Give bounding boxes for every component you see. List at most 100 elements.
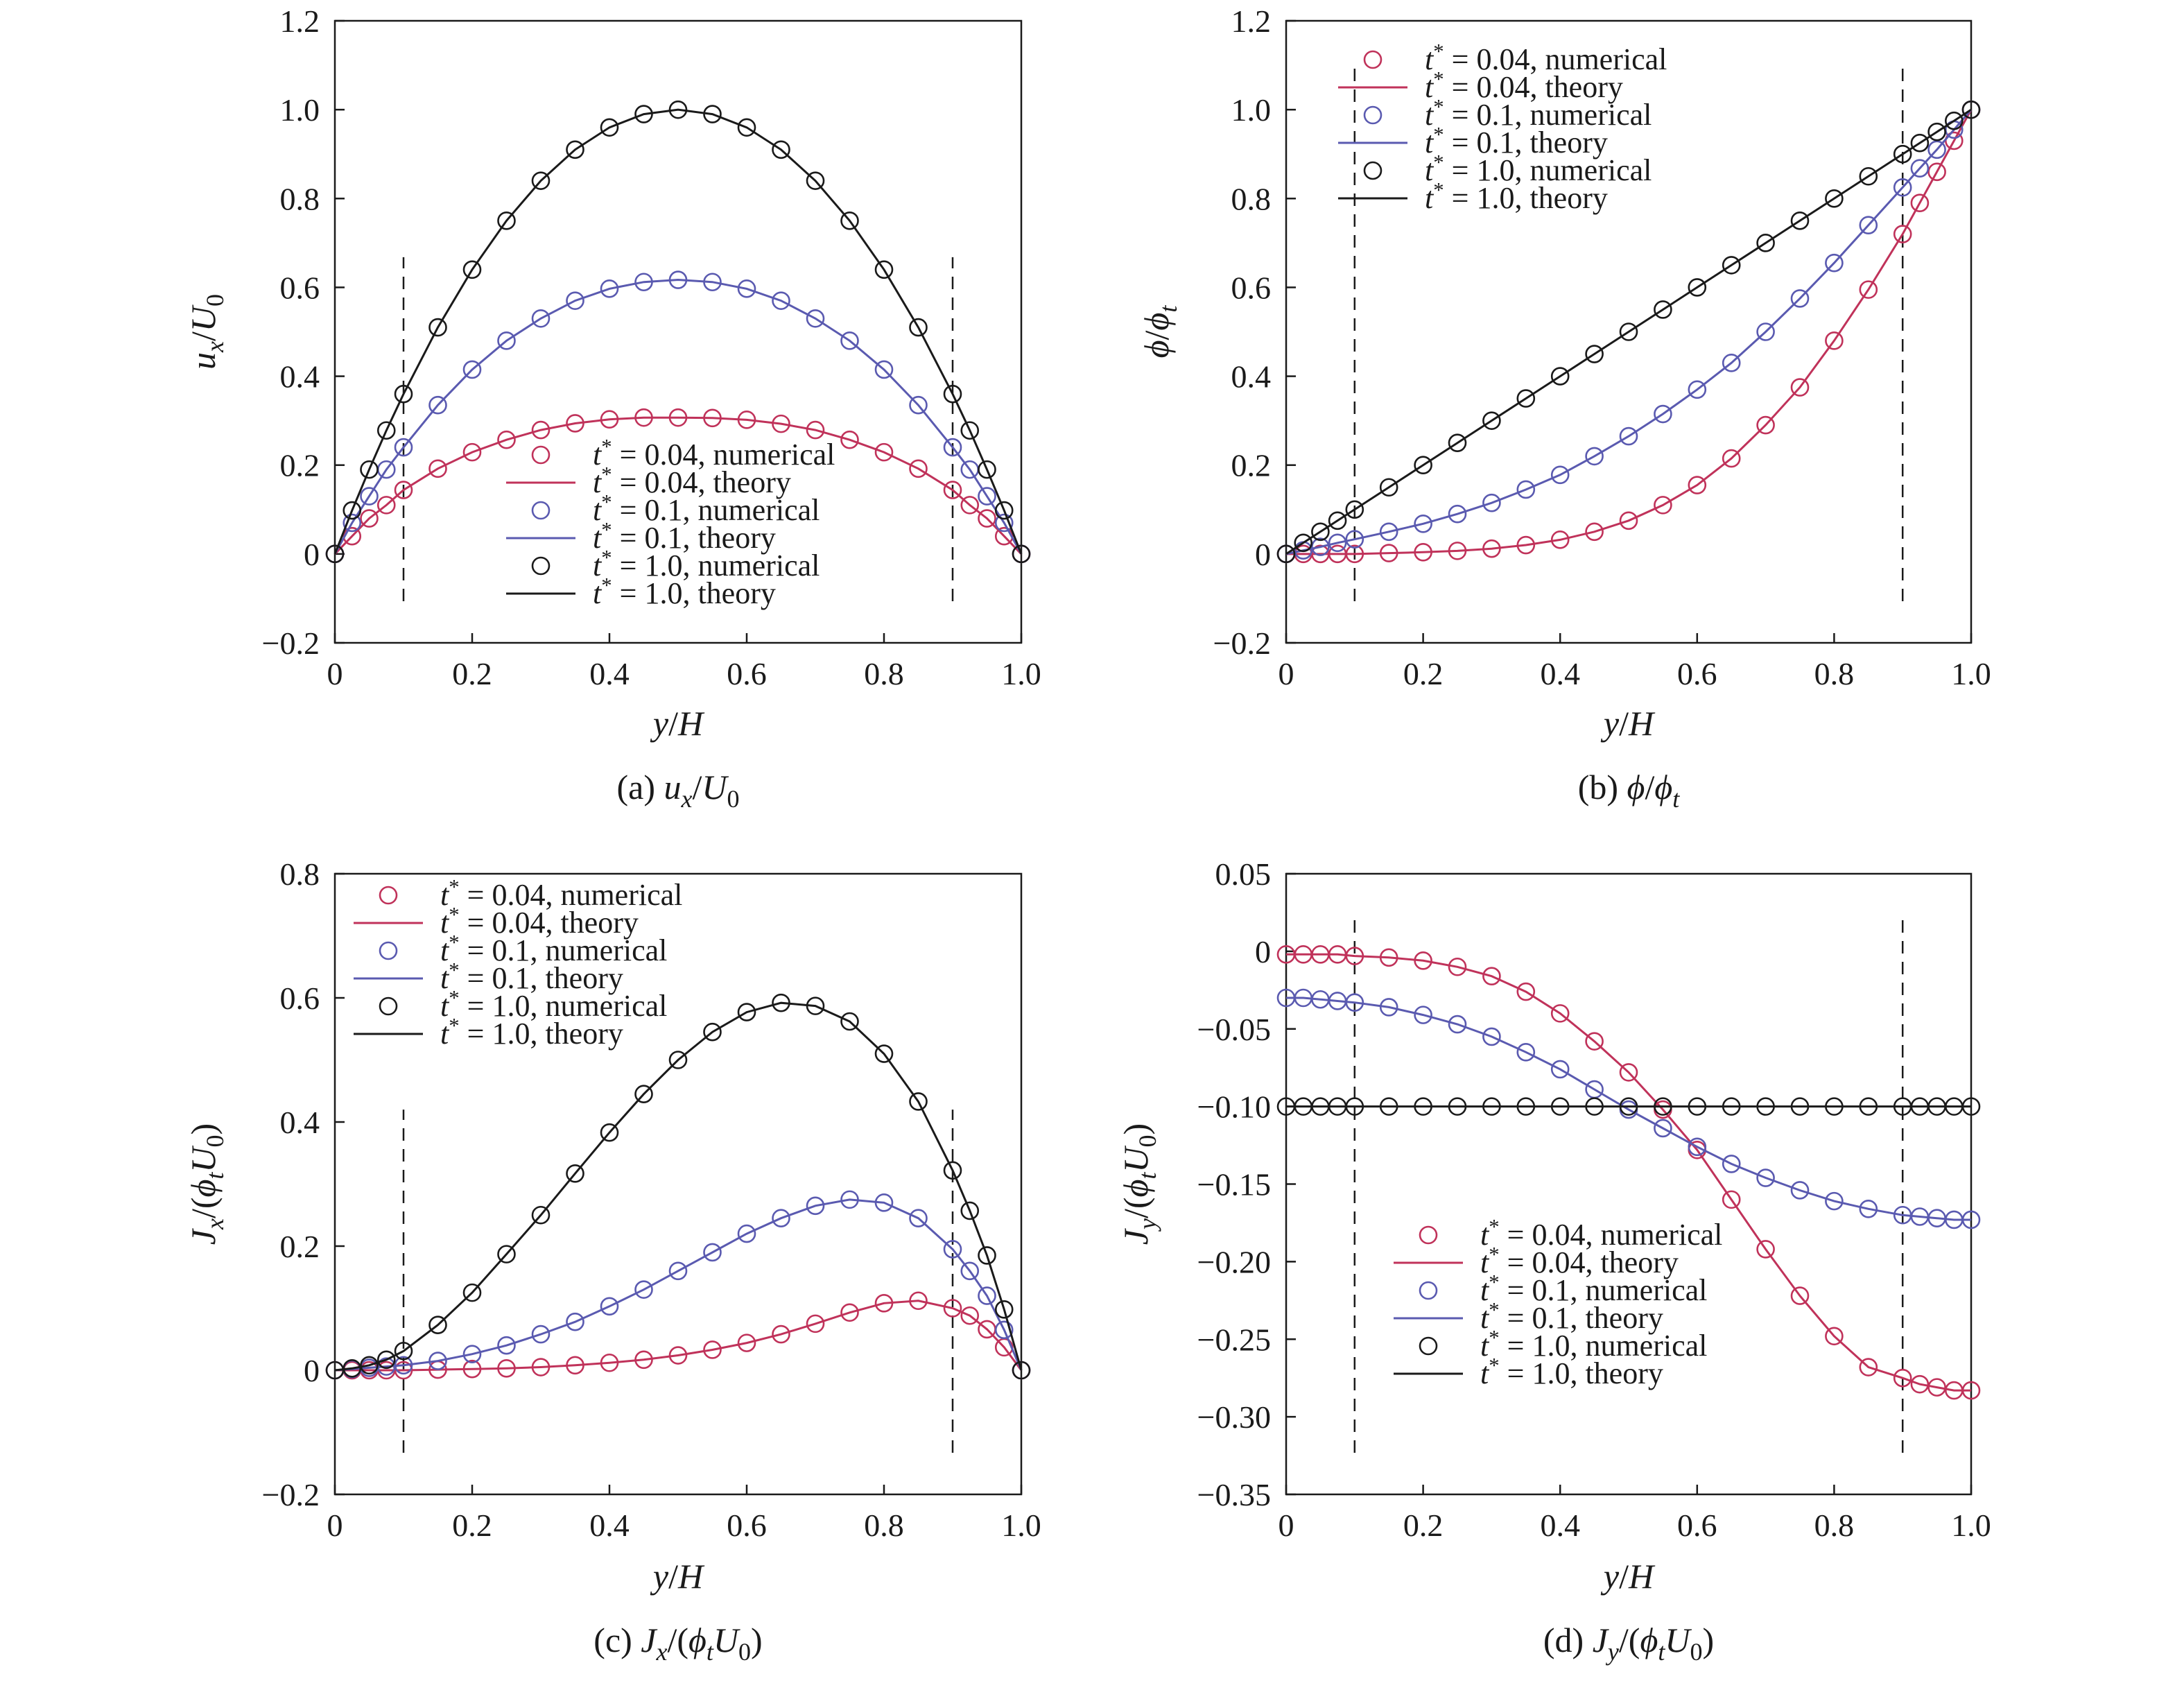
legend-label-part: * — [1433, 40, 1444, 63]
data-point-t01 — [1345, 530, 1364, 549]
data-point-t10 — [1619, 1097, 1638, 1116]
data-point-t10 — [600, 1123, 619, 1142]
data-point-t10 — [1619, 322, 1638, 341]
legend-label: t* = 0.04, numerical — [1425, 40, 1667, 76]
data-point-t01 — [1516, 480, 1536, 499]
legend-label-part: t — [593, 438, 603, 472]
data-point-t01 — [1448, 504, 1467, 524]
data-point-t10 — [943, 1161, 962, 1180]
data-point-t01 — [428, 1352, 447, 1370]
data-point-t10 — [1311, 522, 1330, 542]
panel-caption-part: (b) — [1578, 768, 1627, 806]
data-point-t004 — [737, 411, 756, 429]
data-point-t10 — [1294, 533, 1312, 553]
y-tick-label: 0.8 — [1231, 181, 1272, 216]
data-point-t004 — [909, 1291, 928, 1311]
panel-caption-part: ϕ — [688, 1621, 707, 1659]
data-point-t004 — [1379, 948, 1398, 967]
legend-label: t* = 1.0, numerical — [1480, 1326, 1707, 1363]
legend-label-part: * — [449, 903, 459, 926]
x-tick-label: 0.6 — [727, 656, 767, 691]
data-point-t01 — [1654, 1119, 1672, 1138]
legend-label-part: * — [449, 958, 459, 982]
data-point-t01 — [737, 1224, 756, 1243]
data-point-t004 — [1585, 1032, 1604, 1051]
legend-label-part: = 0.1, numerical — [612, 493, 820, 527]
data-point-t10 — [703, 105, 722, 123]
x-axis-label: y/H — [1600, 704, 1656, 743]
y-axis-label: Jy/(ϕtU0) — [1116, 1123, 1161, 1245]
y-tick-label: 0.4 — [280, 1105, 320, 1140]
panel-caption-part: (d) — [1543, 1621, 1593, 1659]
legend-label-part: t — [440, 989, 450, 1023]
data-point-t01 — [1311, 537, 1330, 556]
x-axis-label: y/H — [650, 704, 705, 743]
legend-label: t* = 0.04, numerical — [593, 435, 835, 472]
legend-label-part: t — [1480, 1356, 1490, 1390]
legend-label-part: t — [440, 933, 450, 967]
data-point-t10 — [668, 100, 688, 119]
legend-label-part: = 0.04, theory — [460, 906, 639, 940]
data-point-t004 — [1722, 1190, 1741, 1209]
data-point-t10 — [668, 1051, 688, 1069]
data-point-t10 — [978, 460, 996, 479]
x-tick-label: 0.4 — [1540, 656, 1580, 691]
data-point-t004 — [1927, 162, 1946, 182]
panel-caption: (c) Jx/(ϕtU0) — [593, 1621, 762, 1666]
panel-caption-part: 0 — [727, 785, 740, 813]
legend-label-part: = 1.0, numerical — [1444, 153, 1652, 187]
data-point-t01 — [1585, 447, 1604, 466]
legend-label-part: * — [449, 931, 459, 954]
data-point-t01 — [600, 279, 619, 298]
data-point-t10 — [960, 1201, 980, 1220]
data-point-t01 — [600, 1297, 619, 1316]
legend-label-part: t — [593, 493, 603, 527]
data-point-t004 — [960, 496, 980, 515]
data-point-t01 — [1345, 993, 1364, 1012]
legend-label: t* = 0.1, theory — [440, 958, 623, 995]
plot-frame — [1285, 872, 1973, 1496]
data-point-t004 — [874, 442, 894, 462]
legend-label-part: = 0.1, theory — [612, 521, 776, 555]
data-point-t004 — [428, 459, 447, 478]
legend-label-part: * — [601, 463, 612, 486]
legend-label-part: = 1.0, theory — [612, 576, 776, 610]
legend-label: t* = 1.0, numerical — [593, 546, 820, 582]
data-point-t004 — [772, 1324, 790, 1344]
data-point-t10 — [806, 171, 825, 190]
data-point-t01 — [1550, 465, 1570, 485]
x-tick-label: 0.8 — [864, 1508, 904, 1543]
y-tick-label: 0.4 — [280, 359, 320, 395]
legend-label-part: t — [1480, 1218, 1490, 1252]
data-point-t10 — [737, 118, 756, 137]
data-point-t004 — [1756, 415, 1775, 435]
legend-label-part: t — [593, 465, 603, 499]
data-point-t10 — [1722, 256, 1741, 275]
data-point-t10 — [1482, 411, 1501, 430]
data-point-t004 — [1585, 522, 1604, 542]
panel-caption-part: 0 — [1690, 1638, 1702, 1666]
data-point-t004 — [1910, 1374, 1930, 1394]
data-point-t004 — [531, 420, 551, 440]
data-point-t10 — [1688, 278, 1707, 297]
data-point-t01 — [840, 1190, 859, 1209]
data-point-t01 — [1654, 404, 1672, 424]
legend-label: t* = 0.04, numerical — [1480, 1215, 1722, 1252]
legend-label-part: * — [449, 1014, 459, 1037]
y-axis-label-part: J — [184, 1227, 223, 1245]
data-point-t01 — [360, 487, 379, 506]
y-tick-label: −0.10 — [1197, 1089, 1271, 1125]
legend-label-part: t — [1425, 153, 1435, 187]
legend-label-part: t — [1425, 70, 1435, 104]
y-tick-label: 1.0 — [280, 92, 320, 128]
legend-label: t* = 0.1, theory — [1480, 1298, 1663, 1335]
data-point-t10 — [600, 118, 619, 137]
data-point-t10 — [1276, 544, 1296, 564]
data-point-t004 — [394, 481, 413, 499]
legend-label: t* = 0.04, theory — [593, 463, 791, 499]
data-point-t01 — [1619, 426, 1638, 446]
data-point-t004 — [1927, 1378, 1946, 1397]
y-axis-label-part: U — [184, 1146, 223, 1173]
x-tick-label: 0 — [1279, 1508, 1294, 1543]
data-point-t004 — [1859, 280, 1878, 299]
